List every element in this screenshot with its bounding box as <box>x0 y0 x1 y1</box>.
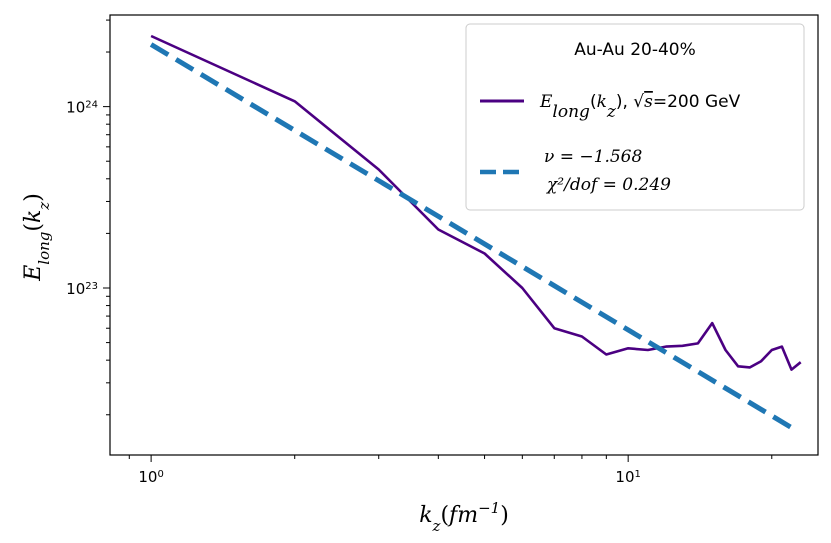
y-axis-label: Elong(kz) <box>21 193 53 282</box>
x-axis-label: kz(fm−1) <box>419 499 509 535</box>
x-tick-label: 101 <box>615 468 640 486</box>
y-tick-label: 1023 <box>66 280 98 298</box>
series-layer <box>149 34 802 430</box>
series-fit-line <box>149 42 793 430</box>
legend-label-data: Elong(kz), √s=200 GeV <box>539 92 741 122</box>
y-tick-label: 1024 <box>66 99 98 117</box>
legend: Au-Au 20-40% Elong(kz), √s=200 GeV ν = −… <box>465 23 805 211</box>
y-axis-ticks: 1023 1024 <box>66 19 110 416</box>
x-tick-label: 100 <box>138 468 163 486</box>
legend-label-fit-chi2: χ²/dof = 0.249 <box>546 175 671 195</box>
legend-label-fit-nu: ν = −1.568 <box>544 147 642 167</box>
legend-title: Au-Au 20-40% <box>574 40 696 60</box>
x-axis-ticks: 100 101 <box>128 455 773 486</box>
series-data-line <box>150 34 802 371</box>
legend-box <box>465 23 805 211</box>
